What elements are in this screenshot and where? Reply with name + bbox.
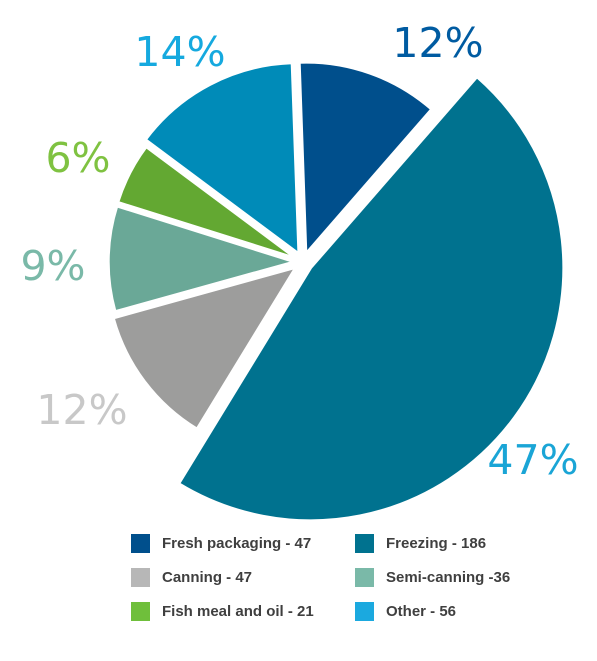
pie-slice-freezing <box>177 75 565 522</box>
legend-label: Semi-canning -36 <box>386 568 511 586</box>
legend-label: Fish meal and oil - 21 <box>162 602 314 620</box>
legend-item-other: Other - 56 <box>355 600 456 622</box>
legend-swatch <box>131 567 150 587</box>
legend-item-canning: Canning - 47 <box>131 566 252 588</box>
legend-swatch <box>131 533 150 553</box>
pie-slice-canning <box>112 266 298 430</box>
percent-label-freezing: 47% <box>487 436 578 484</box>
pie-slice-fish-meal-and-oil <box>117 145 295 259</box>
legend-item-semi-canning: Semi-canning -36 <box>355 566 510 588</box>
legend-item-fresh-packaging: Fresh packaging - 47 <box>131 532 311 554</box>
percent-labels: 12% 47% 12% 9% 6% 14% <box>20 19 578 484</box>
legend-swatch <box>355 567 374 587</box>
legend: Fresh packaging - 47 Freezing - 186 Cann… <box>131 532 531 632</box>
pie-slice-other <box>144 62 300 256</box>
pie-slices <box>107 61 565 522</box>
pie-slice-semi-canning <box>107 205 297 313</box>
legend-label: Freezing - 186 <box>386 534 487 552</box>
legend-swatch <box>355 533 374 553</box>
legend-swatch <box>131 601 150 621</box>
percent-label-fresh-packaging: 12% <box>392 19 483 67</box>
percent-label-other: 14% <box>134 28 225 76</box>
legend-label: Fresh packaging - 47 <box>162 534 312 552</box>
legend-label: Canning - 47 <box>162 568 253 586</box>
percent-label-canning: 12% <box>36 386 127 434</box>
legend-swatch <box>355 601 374 621</box>
percent-label-semi-canning: 9% <box>20 242 85 290</box>
percent-label-fish-meal-and-oil: 6% <box>45 134 110 182</box>
pie-slice-fresh-packaging <box>298 61 433 256</box>
legend-label: Other - 56 <box>386 602 457 620</box>
legend-item-freezing: Freezing - 186 <box>355 532 486 554</box>
legend-item-fish-meal-and-oil: Fish meal and oil - 21 <box>131 600 314 622</box>
